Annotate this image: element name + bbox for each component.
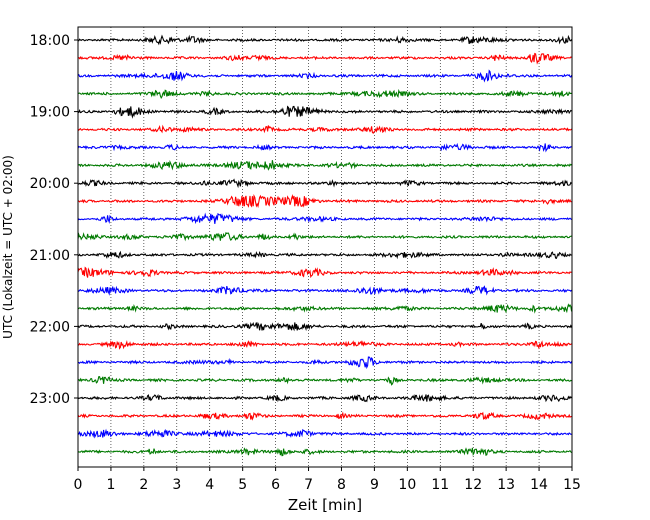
seismic-trace bbox=[77, 303, 573, 314]
seismic-trace bbox=[77, 124, 573, 135]
y-axis-ticks: 18:00 19:00 20:00 21:00 22:00 23:00 bbox=[30, 33, 78, 407]
x-axis-ticks: 0 1 2 3 4 5 6 7 8 9 10 11 12 13 14 15 bbox=[74, 467, 581, 493]
seismic-trace bbox=[77, 393, 573, 403]
seismic-trace bbox=[77, 266, 572, 279]
x-tick-label: 11 bbox=[431, 477, 449, 493]
seismic-trace bbox=[77, 411, 572, 421]
x-tick-label: 5 bbox=[238, 477, 247, 493]
seismic-trace bbox=[77, 447, 572, 457]
grid-lines bbox=[110, 27, 540, 467]
seismic-trace bbox=[77, 178, 572, 189]
plot-background bbox=[78, 27, 572, 467]
x-tick-label: 6 bbox=[271, 477, 280, 493]
x-tick-label: 2 bbox=[139, 477, 148, 493]
y-tick-label: 19:00 bbox=[30, 105, 70, 121]
seismic-trace bbox=[77, 193, 572, 209]
seismic-trace bbox=[77, 142, 572, 153]
x-tick-label: 13 bbox=[497, 477, 515, 493]
y-tick-label: 20:00 bbox=[30, 176, 70, 192]
y-axis-label: UTC (Lokalzeit = UTC + 02:00) bbox=[1, 155, 15, 339]
plot-frame bbox=[77, 26, 573, 468]
seismic-trace bbox=[77, 212, 572, 225]
x-tick-label: 3 bbox=[172, 477, 181, 493]
x-tick-label: 10 bbox=[398, 477, 416, 493]
x-tick-label: 0 bbox=[74, 477, 83, 493]
x-tick-label: 14 bbox=[530, 477, 548, 493]
seismic-trace bbox=[77, 105, 572, 119]
seismic-trace bbox=[77, 52, 572, 65]
seismic-trace bbox=[77, 356, 573, 370]
seismic-trace bbox=[77, 69, 573, 83]
x-tick-label: 9 bbox=[370, 477, 379, 493]
seismic-trace bbox=[77, 339, 572, 350]
x-tick-label: 7 bbox=[304, 477, 313, 493]
seismic-trace bbox=[77, 376, 572, 386]
x-axis-label: Zeit [min] bbox=[288, 496, 362, 514]
y-tick-label: 22:00 bbox=[30, 319, 70, 335]
x-tick-label: 12 bbox=[464, 477, 482, 493]
y-tick-label: 23:00 bbox=[30, 391, 70, 407]
y-tick-label: 18:00 bbox=[30, 33, 70, 49]
seismic-trace bbox=[77, 34, 573, 46]
y-tick-label: 21:00 bbox=[30, 248, 70, 264]
x-tick-label: 1 bbox=[106, 477, 115, 493]
seismic-trace bbox=[77, 428, 572, 439]
x-tick-label: 4 bbox=[205, 477, 214, 493]
x-tick-label: 8 bbox=[337, 477, 346, 493]
seismic-trace bbox=[77, 88, 572, 100]
x-tick-label: 15 bbox=[563, 477, 581, 493]
seismic-trace bbox=[77, 250, 572, 260]
seismic-trace bbox=[77, 285, 573, 296]
seismic-traces bbox=[77, 34, 573, 457]
seismic-trace bbox=[77, 321, 573, 332]
seismic-trace bbox=[77, 231, 572, 242]
seismic-trace bbox=[77, 160, 573, 171]
